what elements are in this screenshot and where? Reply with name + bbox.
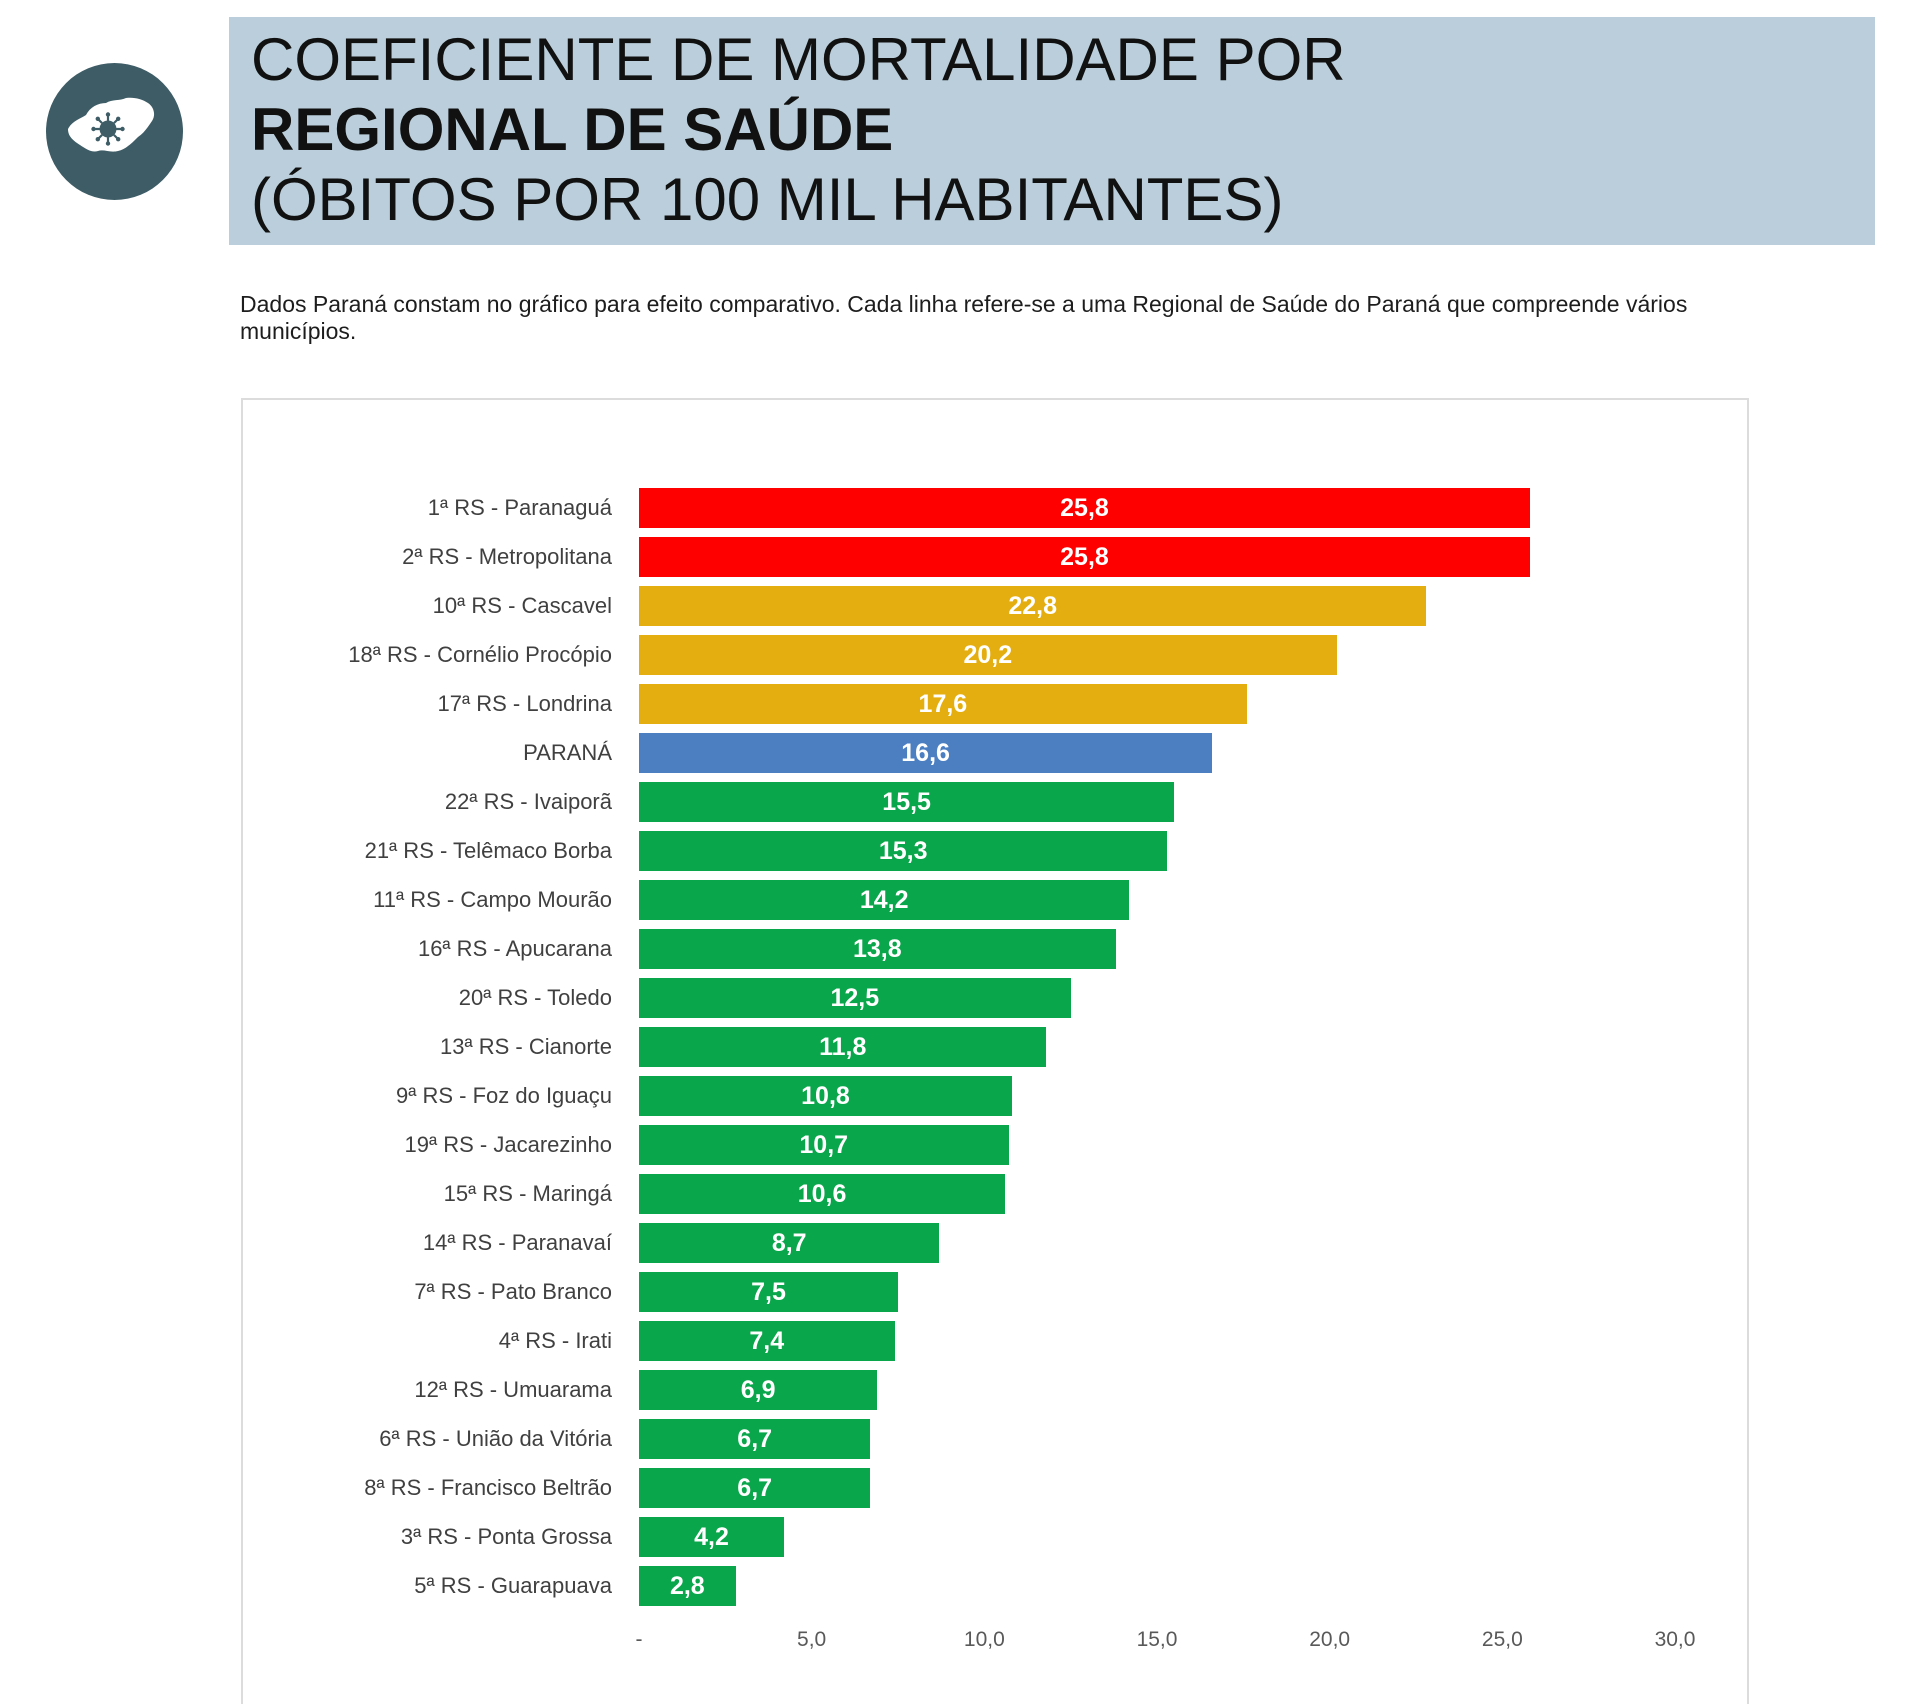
bar-value-label: 6,7: [737, 1425, 773, 1453]
bar: 7,4: [639, 1321, 895, 1361]
category-label: 10ª RS - Cascavel: [432, 593, 612, 618]
bar: 6,9: [639, 1370, 878, 1410]
bar: 11,8: [639, 1027, 1047, 1067]
x-tick-label: 10,0: [963, 1628, 1005, 1651]
bar-value-label: 8,7: [771, 1229, 807, 1257]
bar-value-label: 11,8: [819, 1033, 867, 1061]
category-label: 7ª RS - Pato Branco: [414, 1279, 612, 1304]
x-tick-label: 5,0: [797, 1628, 827, 1651]
category-label: 6ª RS - União da Vitória: [379, 1426, 612, 1451]
bar: 2,8: [639, 1566, 736, 1606]
category-label: 17ª RS - Londrina: [437, 691, 612, 716]
chart-panel: 1ª RS - Paranaguá 25,8 2ª RS - Metropolita…: [241, 398, 1749, 1704]
category-label: 3ª RS - Ponta Grossa: [400, 1524, 612, 1549]
bar: 25,8: [639, 488, 1530, 528]
bar: 17,6: [639, 684, 1247, 724]
category-label: 12ª RS - Umuarama: [414, 1377, 612, 1402]
bar: 10,6: [639, 1174, 1006, 1214]
bar-value-label: 7,4: [749, 1327, 785, 1355]
category-label: 21ª RS - Telêmaco Borba: [364, 838, 612, 863]
logo: [46, 63, 183, 200]
category-label: 16ª RS - Apucarana: [417, 936, 612, 961]
category-label: 13ª RS - Cianorte: [440, 1034, 612, 1059]
bar-value-label: 10,7: [799, 1131, 849, 1159]
bar: 8,7: [639, 1223, 940, 1263]
bar-value-label: 10,8: [801, 1082, 850, 1110]
bar: 10,8: [639, 1076, 1012, 1116]
bar: 25,8: [639, 537, 1530, 577]
category-label: 11ª RS - Campo Mourão: [373, 887, 612, 912]
bar: 6,7: [639, 1468, 871, 1508]
x-tick-label: -: [635, 1628, 643, 1651]
bar-value-label: 6,7: [737, 1474, 773, 1502]
category-label: 19ª RS - Jacarezinho: [404, 1132, 612, 1157]
bar: 15,3: [639, 831, 1168, 871]
bar-value-label: 20,2: [963, 641, 1013, 669]
bar-chart: 1ª RS - Paranaguá 25,8 2ª RS - Metropolita…: [243, 400, 1747, 1704]
x-tick-label: 30,0: [1654, 1628, 1696, 1651]
bar-value-label: 15,5: [882, 788, 931, 816]
category-label: 4ª RS - Irati: [498, 1328, 612, 1353]
category-label: 20ª RS - Toledo: [458, 985, 612, 1010]
category-label: PARANÁ: [523, 740, 612, 765]
bar-value-label: 7,5: [751, 1278, 786, 1306]
title-line-1: COEFICIENTE DE MORTALIDADE POR: [251, 26, 1346, 93]
category-label: 8ª RS - Francisco Beltrão: [364, 1475, 612, 1500]
bar: 7,5: [639, 1272, 898, 1312]
bar-value-label: 16,6: [901, 739, 950, 767]
bar: 16,6: [639, 733, 1213, 773]
category-label: 18ª RS - Cornélio Procópio: [348, 642, 612, 667]
parana-virus-logo-icon: [46, 63, 183, 200]
category-label: 14ª RS - Paranavaí: [422, 1230, 612, 1255]
bar-value-label: 13,8: [852, 935, 902, 963]
bar-value-label: 10,6: [797, 1180, 847, 1208]
bar-value-label: 25,8: [1060, 494, 1109, 522]
x-tick-label: 15,0: [1136, 1628, 1178, 1651]
category-label: 1ª RS - Paranaguá: [427, 495, 612, 520]
bar-value-label: 12,5: [830, 984, 880, 1012]
category-label: 15ª RS - Maringá: [443, 1181, 612, 1206]
bar: 12,5: [639, 978, 1071, 1018]
category-label: 2ª RS - Metropolitana: [402, 544, 612, 569]
bar-value-label: 2,8: [669, 1572, 705, 1600]
title-line-3: (ÓBITOS POR 100 MIL HABITANTES): [251, 166, 1284, 233]
bar-value-label: 4,2: [694, 1523, 729, 1551]
category-label: 5ª RS - Guarapuava: [414, 1573, 612, 1598]
title-banner: COEFICIENTE DE MORTALIDADE POR REGIONAL …: [229, 17, 1875, 245]
category-label: 9ª RS - Foz do Iguaçu: [395, 1083, 612, 1108]
bar-value-label: 6,9: [740, 1376, 776, 1404]
bar: 15,5: [639, 782, 1175, 822]
bar-value-label: 14,2: [859, 886, 909, 914]
bar: 10,7: [639, 1125, 1009, 1165]
x-tick-label: 20,0: [1309, 1628, 1351, 1651]
bar: 14,2: [639, 880, 1130, 920]
bar: 4,2: [639, 1517, 785, 1557]
chart-description: Dados Paraná constam no gráfico para efe…: [240, 291, 1688, 344]
bar-value-label: 25,8: [1060, 543, 1109, 571]
x-tick-label: 25,0: [1481, 1628, 1523, 1651]
bar: 6,7: [639, 1419, 871, 1459]
category-label: 22ª RS - Ivaiporã: [444, 789, 612, 814]
bar-value-label: 15,3: [878, 837, 928, 865]
bar-value-label: 22,8: [1008, 592, 1058, 620]
bar-value-label: 17,6: [918, 690, 968, 718]
virus-icon: [91, 112, 125, 146]
bar: 22,8: [639, 586, 1427, 626]
title-line-2: REGIONAL DE SAÚDE: [251, 96, 894, 163]
bar: 20,2: [639, 635, 1337, 675]
bar: 13,8: [639, 929, 1116, 969]
